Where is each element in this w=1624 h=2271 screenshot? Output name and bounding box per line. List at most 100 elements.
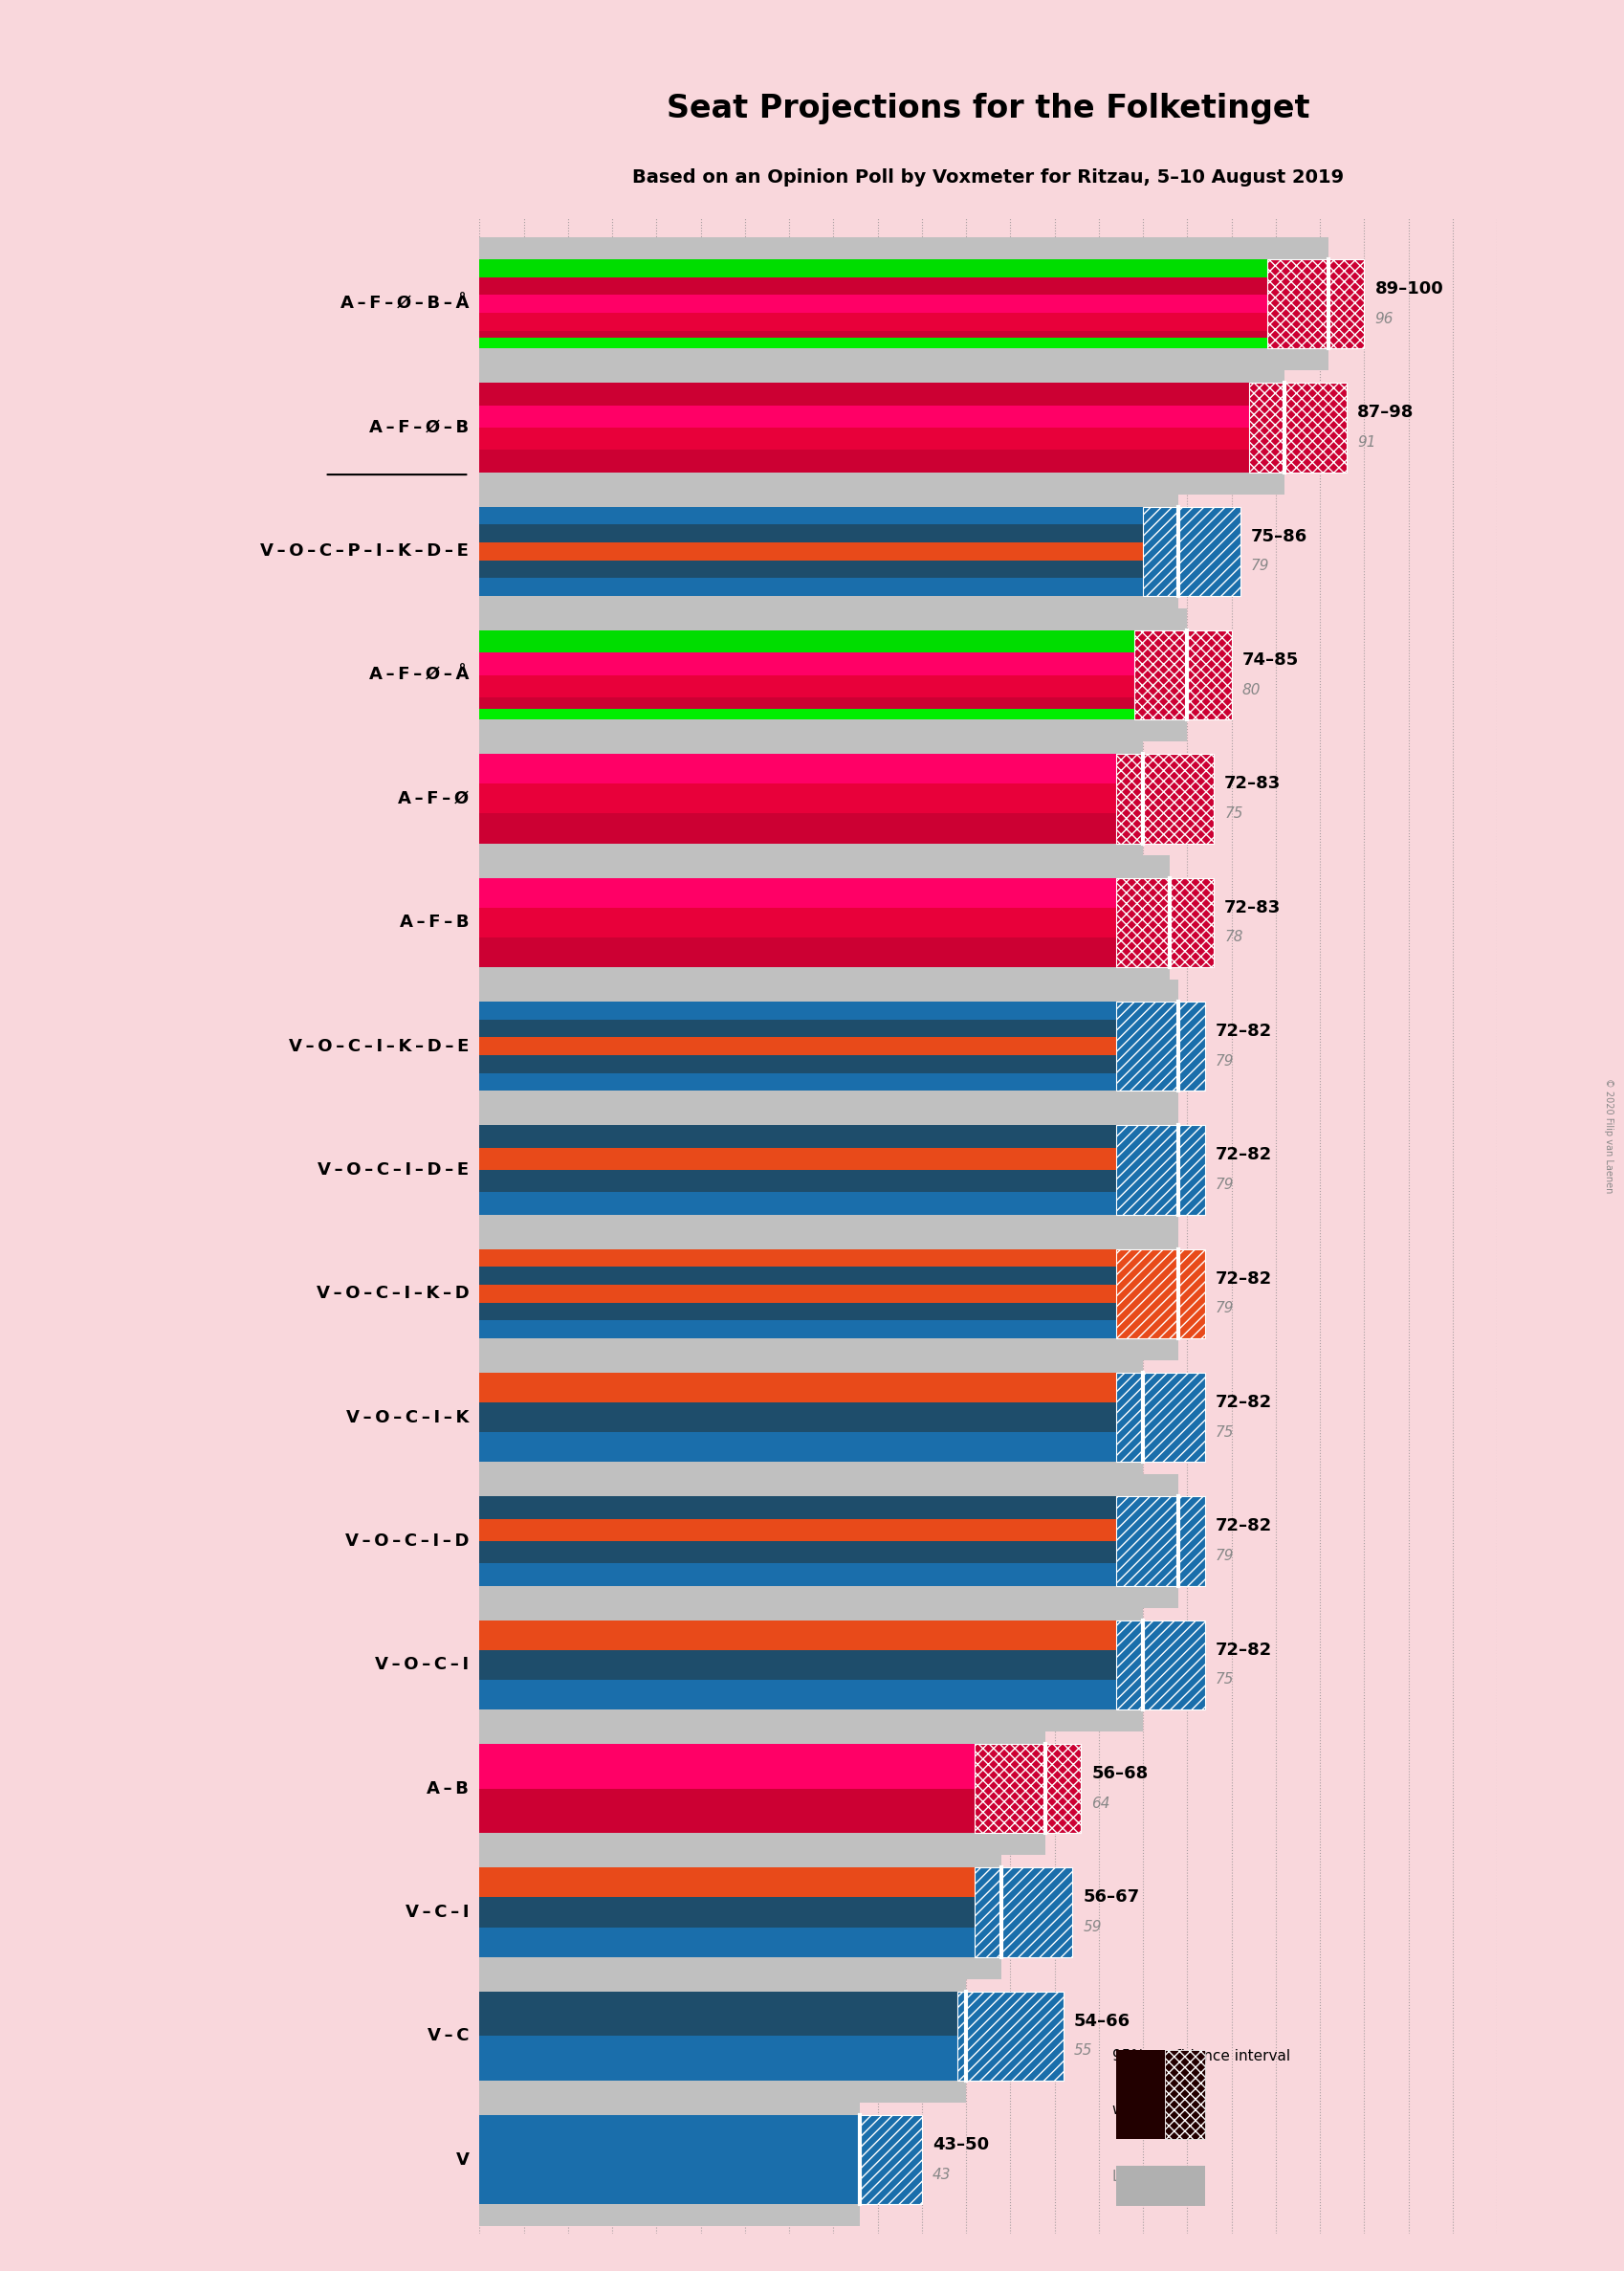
Text: 75: 75 xyxy=(1215,1671,1234,1687)
Bar xyxy=(479,879,1116,908)
Bar xyxy=(479,697,1134,720)
Text: 56–67: 56–67 xyxy=(1082,1889,1138,1905)
Bar xyxy=(479,1519,1116,1542)
Text: V: V xyxy=(455,2151,469,2169)
Bar xyxy=(479,1619,1116,1651)
Bar xyxy=(1134,631,1231,720)
Bar xyxy=(1267,259,1364,347)
Text: Based on an Opinion Poll by Voxmeter for Ritzau, 5–10 August 2019: Based on an Opinion Poll by Voxmeter for… xyxy=(632,168,1343,186)
Bar xyxy=(479,1896,974,1928)
Bar xyxy=(479,450,1249,472)
Bar xyxy=(479,1497,1116,1519)
Text: A – F – Ø: A – F – Ø xyxy=(398,790,469,806)
Text: 56–68: 56–68 xyxy=(1091,1765,1148,1783)
Bar xyxy=(479,2114,859,2205)
Bar xyxy=(479,813,1116,843)
Bar xyxy=(479,484,1177,618)
Bar xyxy=(479,1651,1116,1681)
Text: 95% confidence interval: 95% confidence interval xyxy=(1111,2048,1289,2064)
Bar xyxy=(479,259,1267,277)
Bar xyxy=(479,1542,1116,1562)
Bar xyxy=(479,609,1187,743)
Bar xyxy=(1116,1497,1205,1585)
Bar xyxy=(479,361,1285,495)
Text: 75: 75 xyxy=(1215,1424,1234,1440)
Bar xyxy=(479,783,1116,813)
Text: 72–82: 72–82 xyxy=(1215,1147,1272,1163)
Bar xyxy=(1142,506,1239,595)
Bar xyxy=(479,1020,1116,1038)
Bar xyxy=(479,1285,1116,1304)
Text: 72–83: 72–83 xyxy=(1224,774,1280,793)
Text: V – O – C – I – K – D – E: V – O – C – I – K – D – E xyxy=(289,1038,469,1054)
Bar xyxy=(974,1867,1072,1958)
Text: A – B: A – B xyxy=(427,1780,469,1796)
Text: with median: with median xyxy=(1111,2103,1202,2117)
Bar xyxy=(479,525,1142,543)
Text: 80: 80 xyxy=(1241,684,1260,697)
Text: 91: 91 xyxy=(1356,436,1376,450)
Text: 79: 79 xyxy=(1215,1301,1234,1315)
Bar xyxy=(479,1319,1116,1338)
Bar xyxy=(1116,1619,1205,1710)
Bar xyxy=(1116,1126,1205,1215)
Text: 54–66: 54–66 xyxy=(1073,2012,1130,2030)
Text: 72–82: 72–82 xyxy=(1215,1269,1272,1288)
Bar xyxy=(479,1433,1116,1463)
Bar xyxy=(479,506,1142,525)
Text: A – F – Ø – B – Å: A – F – Ø – B – Å xyxy=(339,295,469,313)
Bar xyxy=(479,709,1134,720)
Bar xyxy=(479,1928,974,1958)
Bar xyxy=(479,631,1134,652)
Text: 74–85: 74–85 xyxy=(1241,652,1298,668)
Text: V – O – C – I – K – D: V – O – C – I – K – D xyxy=(317,1285,469,1301)
Bar xyxy=(479,579,1142,595)
Text: 79: 79 xyxy=(1250,559,1268,572)
Bar xyxy=(479,1170,1116,1192)
Bar xyxy=(479,1403,1116,1433)
Text: Last result: Last result xyxy=(1111,2169,1189,2185)
Text: 55: 55 xyxy=(1073,2044,1091,2058)
Bar xyxy=(1116,2051,1164,2139)
Text: 79: 79 xyxy=(1215,1549,1234,1562)
Bar xyxy=(479,1681,1116,1710)
Bar xyxy=(479,1002,1116,1020)
Text: 72–82: 72–82 xyxy=(1215,1022,1272,1040)
Bar xyxy=(1116,2167,1205,2205)
Text: 75–86: 75–86 xyxy=(1250,527,1307,545)
Bar xyxy=(479,1104,1177,1238)
Text: 96: 96 xyxy=(1374,311,1393,325)
Bar xyxy=(1116,879,1213,967)
Bar xyxy=(859,2114,921,2205)
Bar xyxy=(479,1867,974,1896)
Text: 87–98: 87–98 xyxy=(1356,404,1413,422)
Bar xyxy=(479,427,1249,450)
Bar xyxy=(479,1249,1116,1267)
Text: 59: 59 xyxy=(1082,1919,1101,1935)
Bar xyxy=(479,1969,966,2103)
Bar xyxy=(479,1126,1116,1147)
Bar xyxy=(479,1267,1116,1285)
Text: 43: 43 xyxy=(932,2167,950,2182)
Text: 64: 64 xyxy=(1091,1796,1109,1810)
Text: A – F – Ø – Å: A – F – Ø – Å xyxy=(369,665,469,684)
Text: V – O – C – I – D: V – O – C – I – D xyxy=(344,1533,469,1549)
Bar xyxy=(1249,384,1346,472)
Text: 72–82: 72–82 xyxy=(1215,1394,1272,1410)
Bar xyxy=(479,313,1267,332)
Bar xyxy=(479,1846,1000,1978)
Bar xyxy=(479,1790,974,1833)
Bar xyxy=(479,1147,1116,1170)
Bar xyxy=(479,938,1116,967)
Bar xyxy=(479,1072,1116,1090)
Bar xyxy=(479,979,1177,1113)
Bar xyxy=(479,1372,1116,1403)
Text: A – F – Ø – B: A – F – Ø – B xyxy=(369,418,469,436)
Bar xyxy=(1116,1249,1205,1338)
Text: 43–50: 43–50 xyxy=(932,2137,989,2153)
Bar xyxy=(1116,754,1213,843)
Bar xyxy=(479,1744,974,1790)
Text: A – F – B: A – F – B xyxy=(400,913,469,931)
Bar xyxy=(479,1056,1116,1072)
Text: 78: 78 xyxy=(1224,931,1242,945)
